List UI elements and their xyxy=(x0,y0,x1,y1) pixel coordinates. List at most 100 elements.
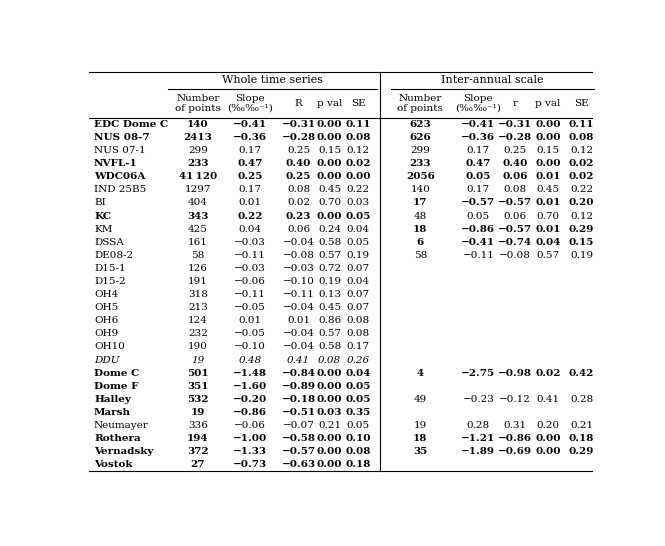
Text: −0.05: −0.05 xyxy=(234,303,266,312)
Text: 140: 140 xyxy=(410,186,430,194)
Text: Inter-annual scale: Inter-annual scale xyxy=(441,75,543,85)
Text: R: R xyxy=(295,99,303,108)
Text: 0.00: 0.00 xyxy=(317,211,342,221)
Text: 48: 48 xyxy=(414,211,427,221)
Text: −0.10: −0.10 xyxy=(283,277,315,286)
Text: −0.08: −0.08 xyxy=(283,251,315,260)
Text: SE: SE xyxy=(351,99,366,108)
Text: 343: 343 xyxy=(187,211,209,221)
Text: 0.06: 0.06 xyxy=(502,173,527,181)
Text: 0.35: 0.35 xyxy=(346,408,371,417)
Text: Number
of points: Number of points xyxy=(397,93,443,113)
Text: 213: 213 xyxy=(188,303,207,312)
Text: OH5: OH5 xyxy=(94,303,118,312)
Text: 0.05: 0.05 xyxy=(346,421,370,430)
Text: 0.45: 0.45 xyxy=(537,186,560,194)
Text: 0.00: 0.00 xyxy=(317,395,342,404)
Text: −0.57: −0.57 xyxy=(497,224,532,234)
Text: −0.41: −0.41 xyxy=(462,120,495,129)
Text: −0.36: −0.36 xyxy=(462,133,495,142)
Text: 0.25: 0.25 xyxy=(237,173,263,181)
Text: −0.04: −0.04 xyxy=(283,329,315,339)
Text: 0.04: 0.04 xyxy=(346,369,371,378)
Text: DSSA: DSSA xyxy=(94,238,124,247)
Text: 0.00: 0.00 xyxy=(346,173,371,181)
Text: 0.07: 0.07 xyxy=(346,303,370,312)
Text: 0.08: 0.08 xyxy=(346,316,370,325)
Text: Vostok: Vostok xyxy=(94,460,132,469)
Text: −0.31: −0.31 xyxy=(497,120,532,129)
Text: 0.17: 0.17 xyxy=(238,186,261,194)
Text: 19: 19 xyxy=(192,355,204,365)
Text: 0.21: 0.21 xyxy=(318,421,341,430)
Text: 0.19: 0.19 xyxy=(346,251,370,260)
Text: 0.48: 0.48 xyxy=(238,355,261,365)
Text: 0.04: 0.04 xyxy=(535,238,561,247)
Text: −0.57: −0.57 xyxy=(462,198,495,207)
Text: 318: 318 xyxy=(188,290,207,299)
Text: 19: 19 xyxy=(414,421,427,430)
Text: −0.57: −0.57 xyxy=(497,198,532,207)
Text: −1.48: −1.48 xyxy=(233,369,267,378)
Text: −0.69: −0.69 xyxy=(497,447,532,456)
Text: Neumayer: Neumayer xyxy=(94,421,149,430)
Text: 0.05: 0.05 xyxy=(467,211,490,221)
Text: −0.31: −0.31 xyxy=(281,120,316,129)
Text: 0.18: 0.18 xyxy=(569,434,594,443)
Text: 626: 626 xyxy=(410,133,431,142)
Text: DDU: DDU xyxy=(94,355,120,365)
Text: 0.20: 0.20 xyxy=(537,421,560,430)
Text: p val: p val xyxy=(317,99,342,108)
Text: 18: 18 xyxy=(413,224,428,234)
Text: Rothera: Rothera xyxy=(94,434,140,443)
Text: −0.11: −0.11 xyxy=(283,290,315,299)
Text: 17: 17 xyxy=(413,198,428,207)
Text: 0.25: 0.25 xyxy=(286,173,311,181)
Text: −0.03: −0.03 xyxy=(234,238,266,247)
Text: 161: 161 xyxy=(188,238,207,247)
Text: 532: 532 xyxy=(187,395,209,404)
Text: 0.40: 0.40 xyxy=(286,159,311,168)
Text: −0.03: −0.03 xyxy=(283,264,315,273)
Text: 0.17: 0.17 xyxy=(346,342,370,352)
Text: D15-2: D15-2 xyxy=(94,277,126,286)
Text: 0.18: 0.18 xyxy=(346,460,371,469)
Text: Halley: Halley xyxy=(94,395,131,404)
Text: BI: BI xyxy=(94,198,106,207)
Text: 0.29: 0.29 xyxy=(569,224,594,234)
Text: 0.01: 0.01 xyxy=(238,316,261,325)
Text: SE: SE xyxy=(574,99,589,108)
Text: 232: 232 xyxy=(188,329,207,339)
Text: 0.08: 0.08 xyxy=(346,329,370,339)
Text: 0.40: 0.40 xyxy=(502,159,527,168)
Text: 0.58: 0.58 xyxy=(318,342,341,352)
Text: 0.25: 0.25 xyxy=(287,146,310,155)
Text: 0.02: 0.02 xyxy=(287,198,310,207)
Text: 18: 18 xyxy=(413,434,428,443)
Text: 0.12: 0.12 xyxy=(346,146,370,155)
Text: 0.03: 0.03 xyxy=(317,408,342,417)
Text: 0.01: 0.01 xyxy=(238,198,261,207)
Text: NUS 07-1: NUS 07-1 xyxy=(94,146,146,155)
Text: 0.19: 0.19 xyxy=(570,251,593,260)
Text: 351: 351 xyxy=(187,382,209,391)
Text: 0.58: 0.58 xyxy=(318,238,341,247)
Text: 299: 299 xyxy=(188,146,207,155)
Text: 0.06: 0.06 xyxy=(287,224,310,234)
Text: 0.70: 0.70 xyxy=(537,211,560,221)
Text: IND 25B5: IND 25B5 xyxy=(94,186,146,194)
Text: 6: 6 xyxy=(417,238,424,247)
Text: 0.12: 0.12 xyxy=(570,146,593,155)
Text: 0.28: 0.28 xyxy=(467,421,490,430)
Text: 0.00: 0.00 xyxy=(535,133,561,142)
Text: −0.84: −0.84 xyxy=(281,369,316,378)
Text: 0.57: 0.57 xyxy=(537,251,560,260)
Text: 0.15: 0.15 xyxy=(569,238,594,247)
Text: 0.05: 0.05 xyxy=(465,173,491,181)
Text: −0.04: −0.04 xyxy=(283,303,315,312)
Text: −2.75: −2.75 xyxy=(462,369,495,378)
Text: 0.00: 0.00 xyxy=(535,434,561,443)
Text: 0.86: 0.86 xyxy=(318,316,341,325)
Text: −0.10: −0.10 xyxy=(234,342,266,352)
Text: 0.42: 0.42 xyxy=(569,369,594,378)
